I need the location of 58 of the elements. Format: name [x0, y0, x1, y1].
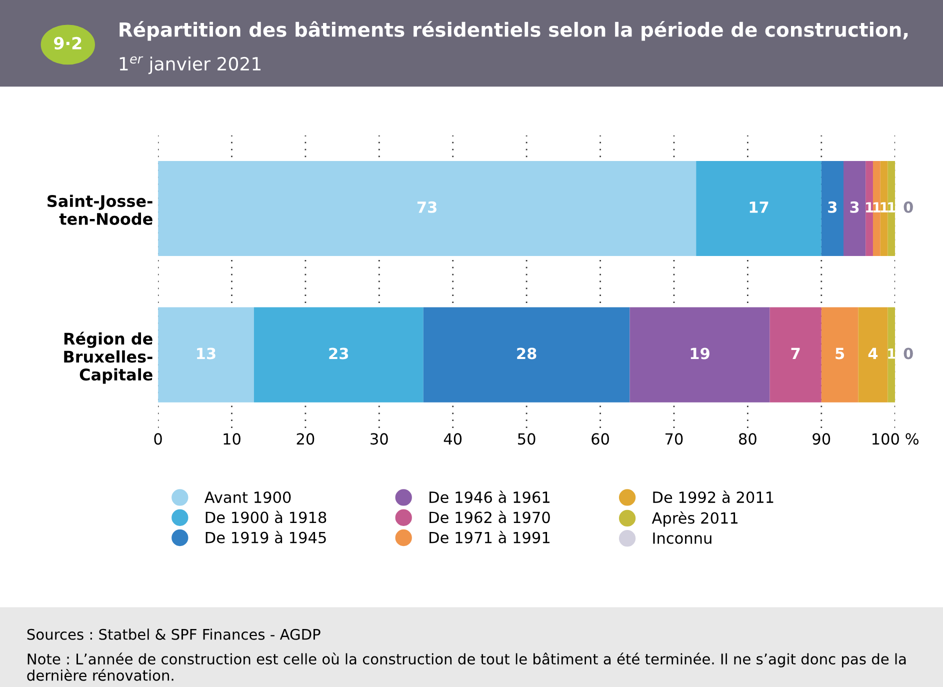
- data-label: 73: [417, 201, 436, 213]
- bar: [770, 307, 822, 402]
- bar: [696, 160, 822, 256]
- bar: [158, 160, 696, 256]
- y-tick-label: Région de Bruxelles- Capitale: [64, 332, 152, 384]
- legend-label: Inconnu: [653, 532, 712, 544]
- chart-subtitle: 1$^{er}$ janvier 2021: [120, 56, 261, 74]
- data-label: 5: [836, 348, 844, 360]
- bar: [888, 307, 896, 402]
- data-label: 1: [866, 202, 874, 212]
- x-tick-label: 60: [592, 433, 609, 445]
- bar: [254, 307, 424, 402]
- data-label: 1: [880, 202, 888, 212]
- text: 9·2: [54, 36, 82, 50]
- x-tick-label: 0: [154, 433, 162, 445]
- data-label: 13: [197, 348, 216, 360]
- data-label: 3: [828, 201, 837, 213]
- x-tick-label: 40: [444, 433, 462, 445]
- data-label: 1: [873, 202, 881, 212]
- bar: [821, 307, 858, 402]
- legend-label: De 1962 à 1970: [430, 510, 550, 524]
- data-label: 0: [904, 201, 913, 213]
- legend-label: Après 2011: [652, 511, 738, 527]
- legend-label: De 1919 à 1945: [206, 530, 326, 544]
- x-tick-label: 80: [739, 433, 756, 445]
- data-label: 0: [904, 348, 913, 360]
- bar: [423, 307, 630, 402]
- bar: [158, 307, 254, 402]
- legend-label: De 1971 à 1991: [430, 530, 550, 544]
- source-note: Sources : Statbel & SPF Finances - AGDP: [27, 628, 320, 640]
- legend-label: Avant 1900: [204, 491, 291, 504]
- bar: [821, 160, 844, 256]
- x-tick-label: 90: [812, 433, 830, 445]
- bar: [866, 160, 873, 256]
- data-label: 4: [868, 348, 878, 360]
- x-tick-label: 70: [666, 433, 683, 445]
- legend-label: De 1992 à 2011: [653, 490, 774, 504]
- data-label: 17: [750, 202, 768, 213]
- legend-label: De 1900 à 1918: [206, 510, 326, 524]
- text: Note : L’année de construction est celle où la construction de tout le bâtiment a été terminée. Il ne s’agit donc pas de la dernière rénovation.: [27, 652, 906, 681]
- data-label: 19: [690, 348, 710, 360]
- x-tick-label: 20: [296, 433, 314, 445]
- x-tick-label: 50: [518, 433, 536, 445]
- x-tick-label: 30: [370, 433, 388, 445]
- bar: [630, 307, 770, 402]
- bar: [872, 160, 880, 256]
- bar: [858, 307, 888, 402]
- x-tick-label: 10: [224, 433, 240, 445]
- y-tick-label: Saint-Josse- ten-Noode: [48, 194, 152, 225]
- bar: [888, 160, 896, 256]
- bar: [844, 160, 866, 256]
- data-label: 28: [517, 348, 536, 360]
- data-label: 3: [850, 201, 859, 213]
- chart-title: Répartition des bâtiments résidentiels selon la période de construction,: [120, 21, 908, 41]
- legend-label: De 1946 à 1961: [430, 490, 550, 504]
- data-label: 7: [791, 348, 800, 360]
- x-tick-label: 100 %: [872, 433, 919, 445]
- data-label: 23: [329, 348, 348, 360]
